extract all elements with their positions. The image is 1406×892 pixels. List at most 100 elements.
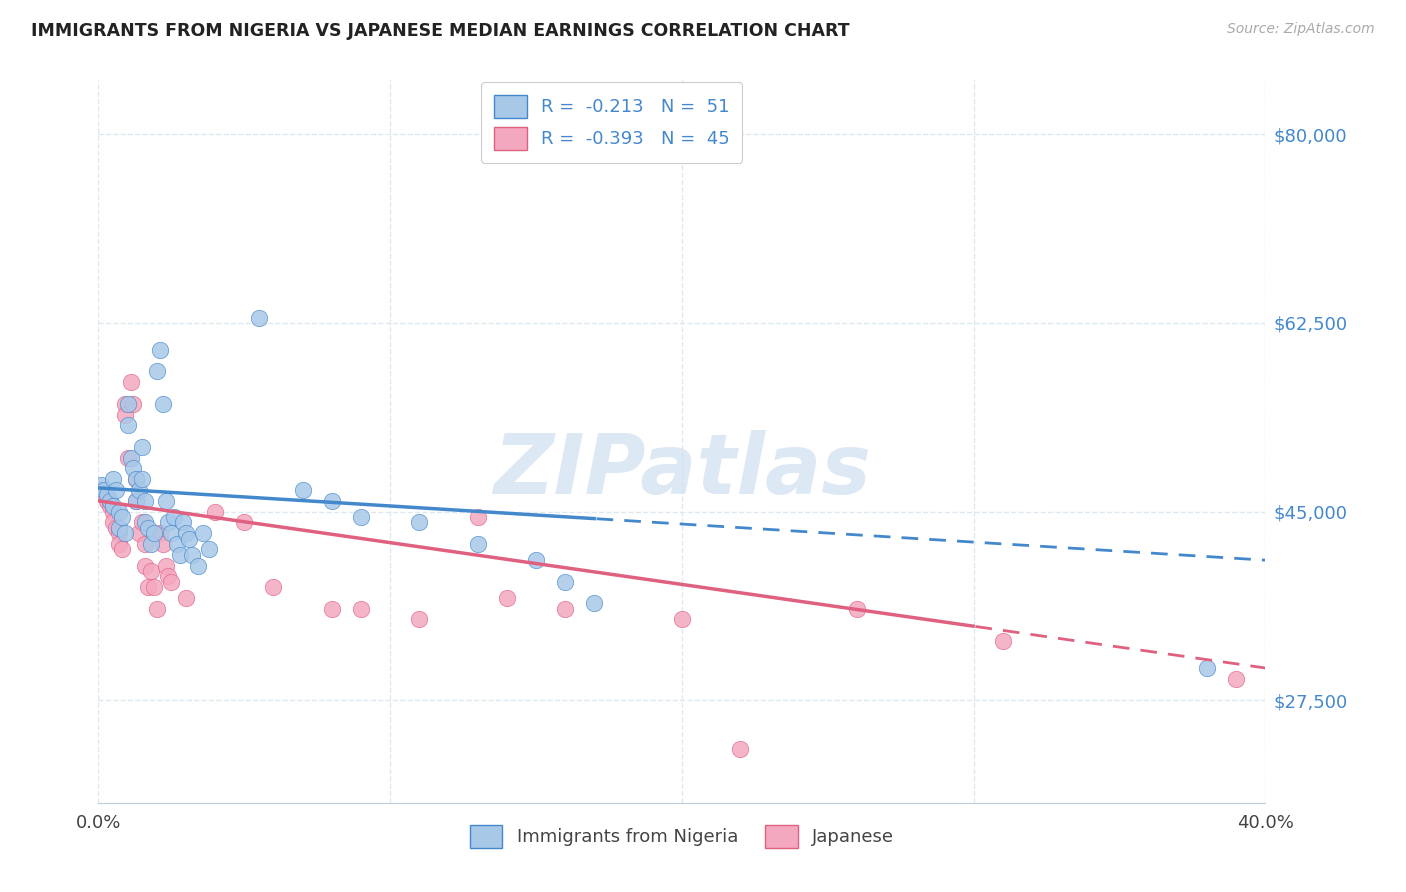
Point xyxy=(846,601,869,615)
Point xyxy=(114,526,136,541)
Point xyxy=(131,440,153,454)
Point xyxy=(467,537,489,551)
Point xyxy=(467,510,489,524)
Point xyxy=(991,634,1014,648)
Point xyxy=(350,510,373,524)
Point xyxy=(166,537,188,551)
Point xyxy=(169,548,191,562)
Point xyxy=(93,488,115,502)
Point xyxy=(96,488,118,502)
Point xyxy=(117,418,139,433)
Point xyxy=(131,516,153,530)
Point xyxy=(108,526,131,541)
Point xyxy=(108,521,131,535)
Text: ZIPatlas: ZIPatlas xyxy=(494,430,870,511)
Point xyxy=(98,493,121,508)
Point xyxy=(136,580,159,594)
Point xyxy=(152,397,174,411)
Point xyxy=(157,516,180,530)
Point xyxy=(111,542,134,557)
Point xyxy=(134,493,156,508)
Point xyxy=(198,542,221,557)
Point xyxy=(671,612,693,626)
Point xyxy=(101,472,124,486)
Point xyxy=(524,553,547,567)
Point xyxy=(108,505,131,519)
Point xyxy=(157,569,180,583)
Point xyxy=(496,591,519,605)
Point xyxy=(180,548,202,562)
Point xyxy=(174,526,197,541)
Point xyxy=(152,537,174,551)
Point xyxy=(149,526,172,541)
Point xyxy=(408,612,430,626)
Point xyxy=(139,564,162,578)
Text: Source: ZipAtlas.com: Source: ZipAtlas.com xyxy=(1227,22,1375,37)
Point xyxy=(204,505,226,519)
Point xyxy=(114,408,136,422)
Point xyxy=(554,601,576,615)
Point xyxy=(128,526,150,541)
Legend: Immigrants from Nigeria, Japanese: Immigrants from Nigeria, Japanese xyxy=(463,818,901,855)
Point xyxy=(321,493,343,508)
Point xyxy=(122,461,145,475)
Point xyxy=(136,521,159,535)
Point xyxy=(125,472,148,486)
Point xyxy=(163,510,186,524)
Point xyxy=(111,510,134,524)
Point xyxy=(114,397,136,411)
Point xyxy=(554,574,576,589)
Point xyxy=(177,532,200,546)
Point xyxy=(101,516,124,530)
Point xyxy=(90,483,112,497)
Point xyxy=(90,477,112,491)
Point xyxy=(117,450,139,465)
Point xyxy=(172,516,194,530)
Point xyxy=(187,558,209,573)
Point xyxy=(1195,661,1218,675)
Text: IMMIGRANTS FROM NIGERIA VS JAPANESE MEDIAN EARNINGS CORRELATION CHART: IMMIGRANTS FROM NIGERIA VS JAPANESE MEDI… xyxy=(31,22,849,40)
Point xyxy=(247,310,270,325)
Point xyxy=(155,558,177,573)
Point xyxy=(131,472,153,486)
Point xyxy=(408,516,430,530)
Point xyxy=(139,537,162,551)
Point xyxy=(174,591,197,605)
Point xyxy=(193,526,215,541)
Point xyxy=(128,483,150,497)
Point xyxy=(233,516,256,530)
Point xyxy=(98,500,121,514)
Point xyxy=(146,364,169,378)
Point xyxy=(262,580,284,594)
Point xyxy=(146,601,169,615)
Point xyxy=(125,493,148,508)
Point xyxy=(120,376,142,390)
Point xyxy=(149,343,172,357)
Point xyxy=(101,505,124,519)
Point xyxy=(134,558,156,573)
Point xyxy=(108,537,131,551)
Point xyxy=(125,472,148,486)
Point xyxy=(101,500,124,514)
Point xyxy=(583,596,606,610)
Point xyxy=(142,526,165,541)
Point xyxy=(1225,672,1247,686)
Point xyxy=(730,742,752,756)
Point xyxy=(142,580,165,594)
Point xyxy=(93,483,115,497)
Point xyxy=(122,397,145,411)
Point xyxy=(350,601,373,615)
Point xyxy=(291,483,314,497)
Point xyxy=(134,516,156,530)
Point xyxy=(155,493,177,508)
Point xyxy=(160,574,183,589)
Point xyxy=(104,521,127,535)
Point xyxy=(134,537,156,551)
Point xyxy=(120,450,142,465)
Point xyxy=(321,601,343,615)
Point xyxy=(117,397,139,411)
Point xyxy=(160,526,183,541)
Point xyxy=(125,493,148,508)
Point xyxy=(104,483,127,497)
Point xyxy=(96,493,118,508)
